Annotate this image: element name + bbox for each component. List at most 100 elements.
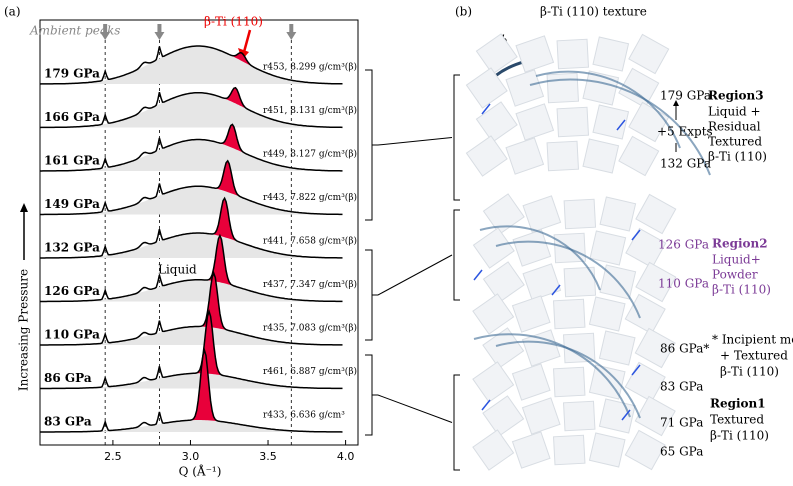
pressure-label: 126 GPa: [658, 238, 709, 252]
region-text: Liquid+: [712, 253, 761, 267]
expts-label: +5 Expts: [657, 125, 713, 139]
run-label: r453, 8.299 g/cm³(β): [263, 62, 357, 73]
pressure-label: 71 GPa: [660, 416, 703, 430]
ambient-label: Ambient peaks: [29, 24, 120, 38]
ambient-arrowhead: [100, 32, 111, 40]
x-tick-label: 3.5: [259, 450, 277, 463]
liquid-fill: [40, 279, 343, 302]
trace: [40, 309, 343, 390]
blue-arrow: [481, 103, 491, 115]
ambient-arrow: [289, 24, 294, 32]
image-patch: [592, 36, 630, 72]
bracket-link: [377, 137, 453, 146]
run-label: r451, 8.131 g/cm³(β): [263, 105, 357, 116]
run-label: r437, 7.347 g/cm³(β): [263, 279, 357, 290]
region-name: Region3: [708, 89, 764, 103]
diffraction-ring: [479, 225, 601, 291]
image-patch: [634, 395, 676, 437]
panel-label: (b): [455, 5, 472, 19]
beta-peak: [215, 160, 242, 198]
image-patch: [618, 67, 660, 109]
pressure-arrowhead: [20, 203, 28, 212]
pressure-label: 132 GPa: [660, 157, 711, 171]
panel-label: (a): [4, 5, 21, 19]
region-text: Textured: [708, 135, 762, 149]
x-axis-label: Q (Å⁻¹): [179, 464, 222, 479]
blue-arrow: [616, 119, 626, 131]
liquid-fill: [40, 92, 343, 128]
image-patch: [522, 195, 562, 233]
liquid-fill: [40, 233, 343, 258]
image-patch: [562, 400, 596, 432]
trace: [40, 270, 343, 346]
expts-arrowhead: [673, 100, 679, 106]
region-text: Textured: [710, 413, 764, 427]
image-patch: [556, 106, 590, 138]
region-name: Region1: [710, 397, 766, 411]
run-label: r443, 7.822 g/cm³(β): [263, 192, 357, 203]
pressure-label: 126 GPa: [44, 284, 100, 298]
image-patch: [511, 295, 551, 333]
run-label: r435, 7.083 g/cm³(β): [263, 323, 357, 334]
incipient-text: β-Ti (110): [720, 365, 779, 379]
region-text: Powder: [712, 268, 758, 282]
image-patch: [552, 434, 586, 466]
image-patch: [482, 327, 525, 369]
x-tick-label: 4.0: [337, 450, 355, 463]
x-tick-label: 2.5: [104, 450, 122, 463]
pressure-label: 86 GPa*: [660, 342, 709, 356]
blue-arrow: [621, 409, 631, 421]
image-patch: [482, 395, 525, 437]
pressure-label: 179 GPa: [44, 67, 100, 81]
bracket: [365, 249, 378, 341]
diffraction-ring: [529, 78, 711, 176]
bracket: [453, 209, 460, 301]
image-patch: [512, 229, 552, 267]
image-patch: [625, 227, 667, 269]
image-patch: [472, 429, 515, 471]
blue-arrow: [551, 284, 561, 296]
pressure-label: 110 GPa: [44, 328, 100, 342]
image-patch: [582, 138, 620, 174]
image-patch: [546, 72, 580, 104]
diffraction-images: [465, 33, 711, 471]
image-patch: [475, 101, 518, 143]
image-patch: [589, 230, 627, 266]
diffraction-ring: [535, 70, 681, 149]
liquid-fill: [40, 139, 343, 171]
image-patch: [546, 140, 580, 172]
beta-peak: [212, 198, 239, 242]
incipient-text: * Incipient melt: [712, 333, 793, 347]
run-label: r449, 8.127 g/cm³(β): [263, 149, 357, 160]
peak-arrow: [242, 29, 252, 53]
trace: [40, 233, 343, 303]
pressure-label: 132 GPa: [44, 241, 100, 255]
pressure-label: 65 GPa: [660, 445, 703, 459]
pressure-label: 166 GPa: [44, 110, 100, 124]
region-text: β-Ti (110): [710, 429, 769, 443]
bracket: [365, 354, 378, 436]
run-label: r441, 7.658 g/cm³(β): [263, 236, 357, 247]
image-patch: [588, 296, 626, 332]
trace: [40, 123, 343, 172]
beta-peak: [192, 350, 219, 422]
image-patch: [563, 266, 597, 298]
region-text: β-Ti (110): [708, 150, 767, 164]
trace: [39, 45, 343, 85]
image-patch: [628, 33, 670, 75]
image-patch: [472, 293, 515, 335]
image-patch: [465, 135, 508, 177]
bracket: [453, 374, 460, 471]
image-patch: [552, 298, 586, 330]
blue-arrow: [473, 269, 483, 281]
image-patch: [521, 397, 561, 435]
liquid-label: Liquid: [158, 263, 197, 277]
blue-arrow: [631, 364, 641, 376]
image-patch: [511, 431, 551, 469]
trace: [39, 86, 343, 129]
image-patch: [472, 361, 515, 403]
run-label: r433, 6.636 g/cm³: [263, 411, 345, 421]
diffraction-ring: [495, 340, 641, 419]
pressure-label: 161 GPa: [44, 154, 100, 168]
